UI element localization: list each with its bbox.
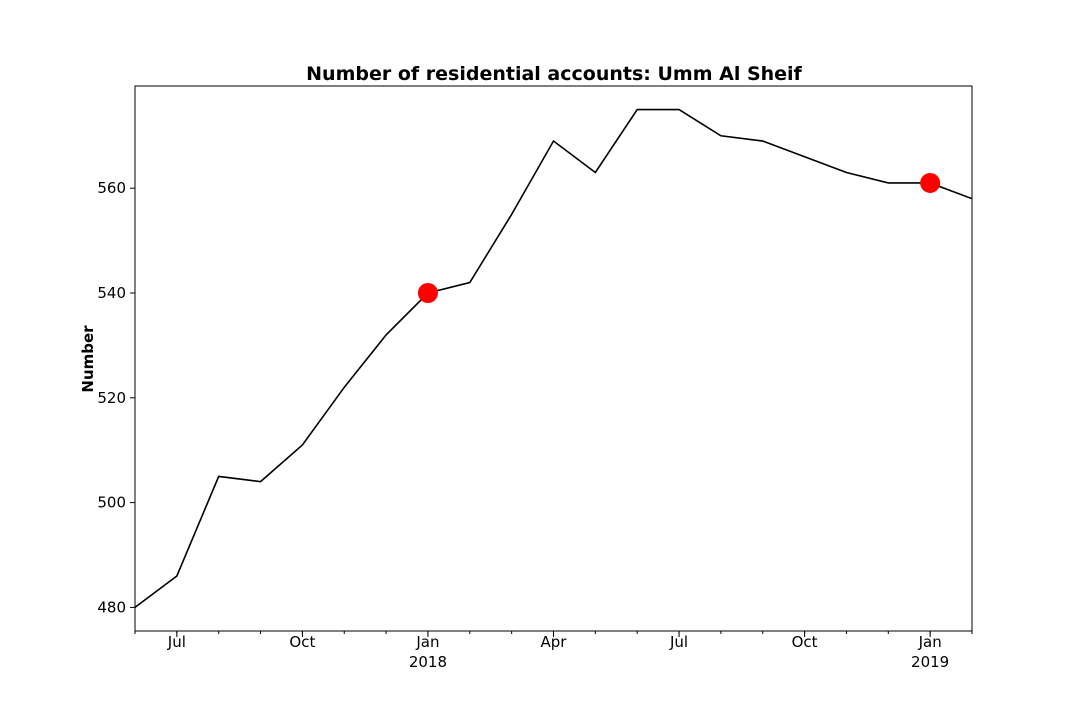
x-tick-label: Oct xyxy=(792,633,818,651)
x-tick-label: Jul xyxy=(669,633,688,651)
x-tick-label: Jul xyxy=(167,633,186,651)
x-tick-label: Oct xyxy=(289,633,315,651)
y-tick-label: 560 xyxy=(97,179,126,197)
x-axis: Jul Oct Jan 2018 Apr Jul Oct Jan 2019 xyxy=(134,631,973,671)
y-axis-label: Number xyxy=(79,325,97,393)
x-tick-label: Apr xyxy=(541,633,568,651)
x-tick-year-label: 2018 xyxy=(409,653,447,671)
highlight-points xyxy=(417,172,941,303)
series-layer xyxy=(135,108,972,609)
y-tick-label: 480 xyxy=(97,598,126,616)
chart-title: Number of residential accounts: Umm Al S… xyxy=(306,63,802,85)
y-axis: 480 500 520 540 560 xyxy=(97,179,135,616)
highlight-point xyxy=(920,172,941,193)
x-tick-year-label: 2019 xyxy=(911,653,949,671)
x-tick-label: Jan xyxy=(415,633,439,651)
highlight-point xyxy=(417,282,438,303)
y-tick-label: 500 xyxy=(97,494,126,512)
y-tick-label: 520 xyxy=(97,389,126,407)
plot-area-frame xyxy=(134,85,973,632)
x-tick-label: Jan xyxy=(918,633,942,651)
series-line xyxy=(135,108,972,609)
y-tick-label: 540 xyxy=(97,284,126,302)
